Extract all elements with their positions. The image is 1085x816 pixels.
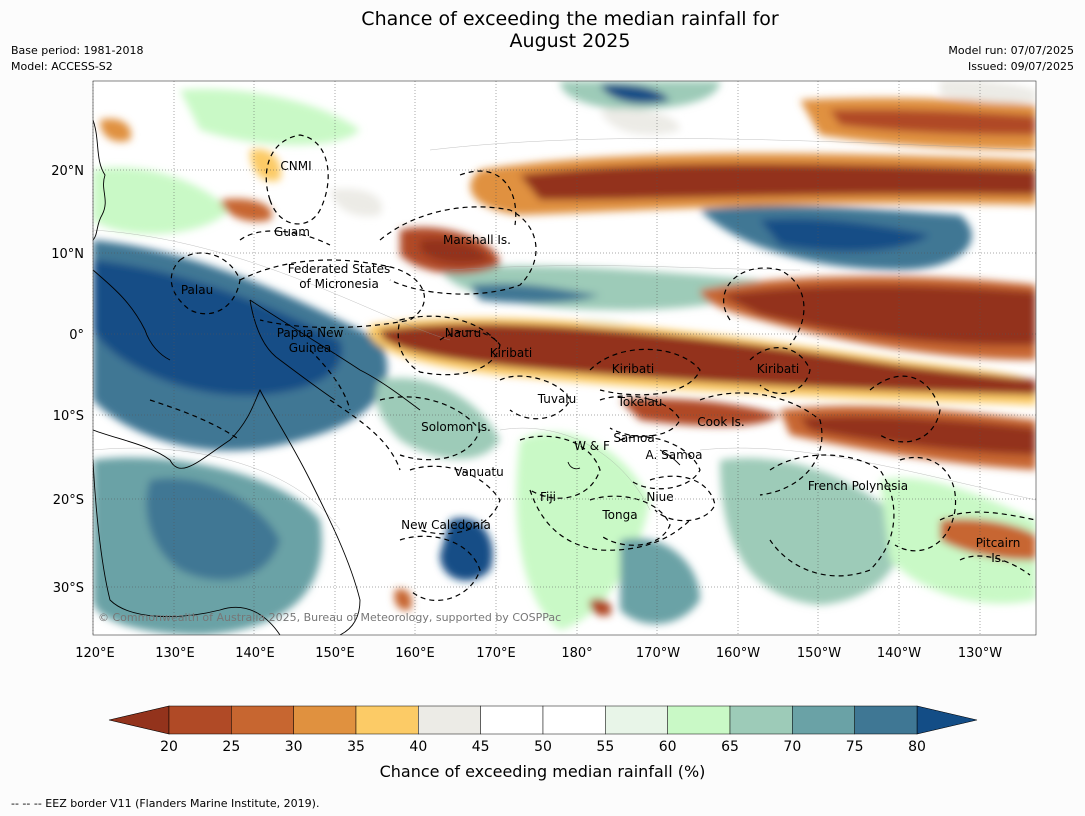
- region-label: of Micronesia: [299, 277, 379, 291]
- colorbar-tick-label: 80: [908, 739, 926, 755]
- colorbar-cell: [168, 705, 232, 735]
- colorbar-tick-label: 75: [846, 739, 864, 755]
- region-label: New Caledonia: [401, 518, 491, 532]
- colorbar-tick-label: 60: [659, 739, 677, 755]
- lat-label: 10°S: [53, 409, 84, 424]
- colorbar: 20 25 30 35 40 45 50 55 60 65 70 75 80: [108, 705, 978, 755]
- model-run-text: Model run: 07/07/2025: [948, 44, 1074, 57]
- model-text: Model: ACCESS-S2: [11, 60, 113, 73]
- lon-label: 170°E: [476, 646, 516, 661]
- region-label: Pitcairn: [976, 536, 1021, 550]
- colorbar-extend-low: [108, 705, 170, 735]
- eez-borders: [149, 134, 1036, 601]
- region-label: Tonga: [601, 508, 637, 522]
- region-label: A. Samoa: [646, 448, 703, 462]
- issued-text: Issued: 09/07/2025: [967, 60, 1074, 73]
- colorbar-tick-label: 55: [596, 739, 614, 755]
- colorbar-cell: [293, 705, 357, 735]
- region-label: Federated States: [288, 262, 390, 276]
- region-label: Niue: [646, 490, 673, 504]
- lat-label: 20°N: [51, 164, 84, 179]
- region-label: Palau: [181, 283, 213, 297]
- lat-label: 0°: [69, 328, 84, 343]
- graticule: [92, 81, 1036, 635]
- lon-label: 120°E: [75, 646, 115, 661]
- meta-right: Model run: 07/07/2025 Issued: 09/07/2025: [948, 43, 1074, 75]
- colorbar-cell: [854, 705, 918, 735]
- region-label: Vanuatu: [454, 465, 504, 479]
- colorbar-cell: [355, 705, 419, 735]
- colorbar-tick-label: 65: [721, 739, 739, 755]
- colorbar-cell: [542, 705, 606, 735]
- region-label: Papua New: [277, 326, 344, 340]
- colorbar-tick-label: 30: [285, 739, 303, 755]
- colorbar-tick-label: 35: [347, 739, 365, 755]
- region-label: Cook Is.: [697, 415, 744, 429]
- map-title: Chance of exceeding the median rainfall …: [0, 8, 1085, 52]
- colorbar-label: Chance of exceeding median rainfall (%): [379, 762, 706, 781]
- lon-label: 150°W: [797, 646, 841, 661]
- colorbar-cell: [667, 705, 731, 735]
- region-label: Samoa: [613, 431, 654, 445]
- lon-label: 160°E: [395, 646, 435, 661]
- colorbar-cell: [729, 705, 793, 735]
- map-title-line-1: Chance of exceeding the median rainfall …: [361, 8, 779, 30]
- colorbar-cell: [418, 705, 481, 735]
- lon-label: 130°E: [155, 646, 195, 661]
- region-label: W & F: [574, 439, 610, 453]
- region-label: Guinea: [289, 341, 332, 355]
- map-frame: [92, 80, 1037, 636]
- colorbar-extend-high: [916, 705, 978, 735]
- region-label: Is.: [991, 551, 1005, 565]
- lon-label: 170°W: [636, 646, 680, 661]
- colorbar-tick-label: 45: [472, 739, 490, 755]
- colorbar-tick-label: 50: [534, 739, 552, 755]
- meta-left: Base period: 1981-2018 Model: ACCESS-S2: [11, 43, 143, 75]
- footer-eez-note: -- -- -- EEZ border V11 (Flanders Marine…: [11, 797, 320, 810]
- region-label: Nauru: [445, 326, 481, 340]
- lon-label: 140°W: [877, 646, 921, 661]
- rainfall-field: [93, 81, 1036, 635]
- region-label: CNMI: [280, 159, 311, 173]
- lat-label: 20°S: [53, 493, 84, 508]
- colorbar-cell: [231, 705, 294, 735]
- latitude-labels: 20°N 10°N 0° 10°S 20°S 30°S: [51, 164, 84, 596]
- lon-label: 130°W: [958, 646, 1002, 661]
- lat-label: 30°S: [53, 581, 84, 596]
- copyright-text: © Commonwealth of Australia 2025, Bureau…: [98, 611, 561, 624]
- lon-label: 180°: [561, 646, 592, 661]
- region-label: Kiribati: [490, 346, 532, 360]
- region-label: Tokelau: [617, 395, 663, 409]
- colorbar-tick-label: 25: [222, 739, 240, 755]
- region-labels: CNMI Guam Marshall Is. Federated States …: [181, 159, 1020, 565]
- region-label: Tuvalu: [537, 392, 577, 406]
- colorbar-cell: [792, 705, 855, 735]
- region-label: Guam: [274, 225, 310, 239]
- region-label: Fiji: [540, 490, 556, 504]
- lat-label: 10°N: [51, 247, 84, 262]
- colorbar-cell: [605, 705, 668, 735]
- lon-label: 140°E: [235, 646, 275, 661]
- region-label: Kiribati: [612, 362, 654, 376]
- colorbar-tick-label: 40: [409, 739, 427, 755]
- colorbar-cell: [480, 705, 544, 735]
- map-title-line-2: August 2025: [509, 30, 631, 52]
- lon-label: 160°W: [716, 646, 760, 661]
- region-label: Marshall Is.: [443, 233, 511, 247]
- lon-label: 150°E: [315, 646, 355, 661]
- colorbar-tick-label: 20: [160, 739, 178, 755]
- region-label: Solomon Is.: [421, 420, 491, 434]
- coastlines: [93, 119, 681, 635]
- region-label: French Polynesia: [808, 479, 908, 493]
- colorbar-tick-label: 70: [783, 739, 801, 755]
- region-label: Kiribati: [757, 362, 799, 376]
- longitude-labels: 120°E 130°E 140°E 150°E 160°E 170°E 180°…: [75, 646, 1002, 661]
- base-period-text: Base period: 1981-2018: [11, 44, 144, 57]
